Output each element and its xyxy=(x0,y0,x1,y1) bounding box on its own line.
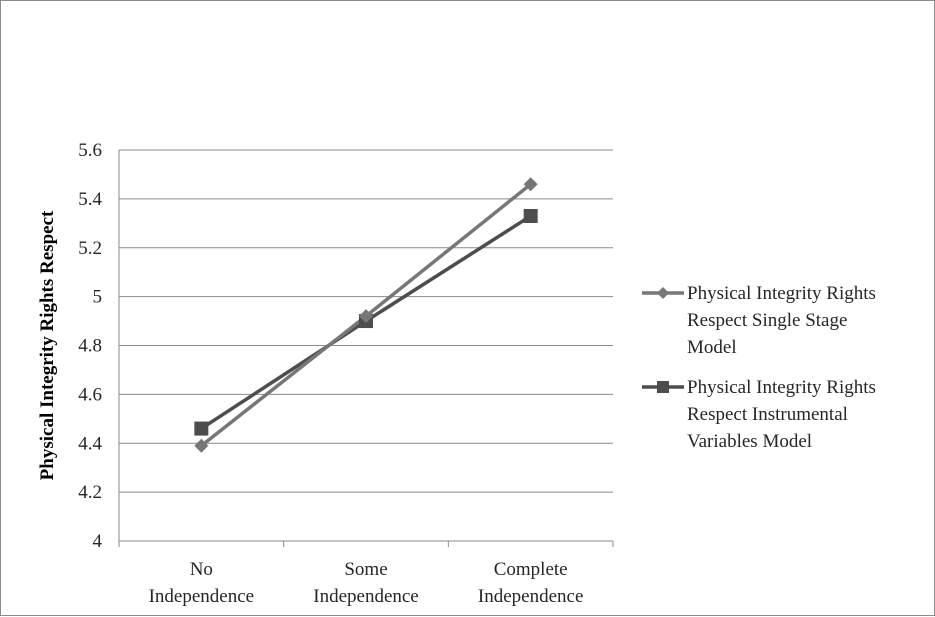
y-tick-label: 5.4 xyxy=(78,189,102,210)
x-tick-label: Independence xyxy=(478,586,584,607)
data-point-series-1 xyxy=(359,309,373,324)
legend: Physical Integrity Rights Respect Single … xyxy=(642,283,876,452)
y-tick-labels: 4 4.2 4.4 4.6 4.8 5 5.2 5.4 5.6 xyxy=(78,140,102,552)
legend-label: Model xyxy=(687,337,737,358)
x-tick-label: Independence xyxy=(313,586,419,607)
y-tick-label: 4.2 xyxy=(78,482,102,503)
x-tick-label: No xyxy=(190,559,213,580)
series-markers xyxy=(194,177,538,453)
x-tick-labels: No Independence Some Independence Complete In… xyxy=(149,559,584,607)
y-axis-title: Physical Integrity Rights Respect xyxy=(37,210,58,480)
legend-label: Physical Integrity Rights xyxy=(687,377,876,398)
data-point-series-2 xyxy=(194,421,209,436)
y-axis-title-group: Physical Integrity Rights Respect xyxy=(37,210,58,480)
x-tick-label: Some xyxy=(344,559,387,580)
data-point-series-1 xyxy=(194,438,209,453)
legend-label: Physical Integrity Rights xyxy=(687,283,876,304)
data-point-series-2 xyxy=(523,208,538,223)
y-tick-label: 4.8 xyxy=(78,336,102,357)
axes xyxy=(118,150,614,547)
y-tick-label: 5.6 xyxy=(78,140,102,161)
y-tick-label: 4 xyxy=(93,531,103,552)
legend-label: Respect Instrumental xyxy=(687,404,848,425)
y-tick-label: 4.6 xyxy=(78,384,102,405)
y-tick-label: 5.2 xyxy=(78,238,102,259)
legend-label: Respect Single Stage xyxy=(687,310,847,331)
legend-label: Variables Model xyxy=(687,431,812,452)
y-tick-label: 4.4 xyxy=(78,433,102,454)
x-tick-label: Independence xyxy=(149,586,255,607)
x-tick-label: Complete xyxy=(494,559,568,580)
legend-marker-diamond xyxy=(657,287,669,299)
legend-marker-square xyxy=(657,381,669,393)
data-point-series-1 xyxy=(523,177,538,192)
y-tick-label: 5 xyxy=(93,287,103,308)
